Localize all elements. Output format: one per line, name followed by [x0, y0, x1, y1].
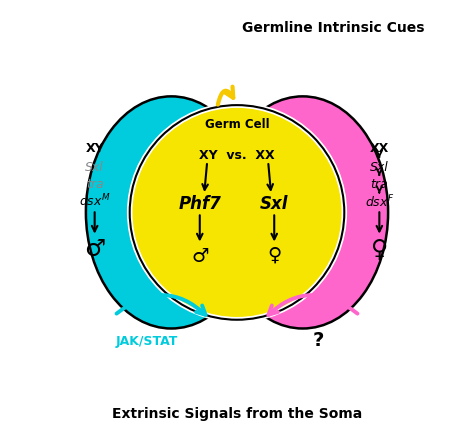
- Text: Extrinsic Signals from the Soma: Extrinsic Signals from the Soma: [112, 407, 362, 421]
- Text: Germ Cell: Germ Cell: [205, 118, 269, 131]
- Text: tra: tra: [86, 178, 103, 191]
- Ellipse shape: [217, 96, 388, 328]
- Circle shape: [130, 105, 344, 320]
- Text: XY: XY: [85, 142, 104, 155]
- FancyArrowPatch shape: [117, 295, 206, 315]
- Text: Sxl: Sxl: [85, 161, 104, 174]
- FancyArrowPatch shape: [268, 295, 357, 315]
- Text: $dsx^F$: $dsx^F$: [365, 194, 394, 211]
- Text: Phf7: Phf7: [178, 194, 221, 213]
- Text: ♂: ♂: [84, 237, 105, 261]
- Ellipse shape: [86, 96, 257, 328]
- Text: Germline Intrinsic Cues: Germline Intrinsic Cues: [242, 21, 425, 35]
- Text: $dsx^M$: $dsx^M$: [79, 193, 110, 210]
- Text: XX: XX: [370, 142, 389, 155]
- Text: Sxl: Sxl: [260, 194, 289, 213]
- FancyArrowPatch shape: [218, 87, 233, 105]
- Text: ?: ?: [312, 331, 324, 350]
- Text: ♂: ♂: [191, 247, 209, 266]
- Text: tra: tra: [371, 178, 388, 191]
- Text: XY  vs.  XX: XY vs. XX: [199, 149, 275, 162]
- Text: ♀: ♀: [371, 238, 388, 261]
- Text: Sxl: Sxl: [370, 161, 389, 174]
- Text: ♀: ♀: [267, 245, 282, 265]
- Text: JAK/STAT: JAK/STAT: [116, 335, 178, 348]
